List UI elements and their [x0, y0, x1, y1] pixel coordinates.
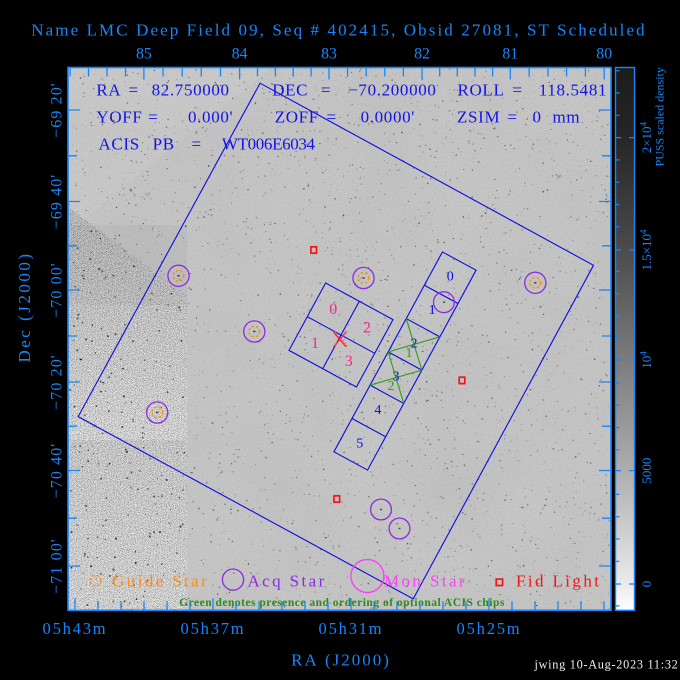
svg-text:WT006E6034: WT006E6034 [222, 134, 316, 153]
svg-text:=: = [327, 107, 337, 126]
svg-text:−70 20': −70 20' [49, 354, 66, 410]
svg-text:jwing 10-Aug-2023 11:32: jwing 10-Aug-2023 11:32 [533, 658, 678, 672]
svg-text:=: = [148, 107, 158, 126]
svg-text:05h37m: 05h37m [181, 619, 246, 638]
svg-text:mm: mm [553, 107, 581, 126]
svg-text:−70 00': −70 00' [49, 262, 66, 318]
svg-text:0: 0 [329, 301, 337, 318]
svg-text:Name LMC Deep Field 09, Seq #: Name LMC Deep Field 09, Seq # 402415, Ob… [31, 21, 647, 40]
svg-text:RA (J2000): RA (J2000) [291, 651, 391, 670]
svg-text:2×104: 2×104 [639, 121, 655, 153]
svg-text:Acq Star: Acq Star [248, 572, 327, 591]
svg-text:ACIS: ACIS [99, 134, 140, 153]
svg-text:80: 80 [596, 46, 612, 63]
svg-text:Green denotes presence and ord: Green denotes presence and ordering of o… [179, 597, 505, 609]
svg-text:85: 85 [136, 46, 152, 63]
svg-text:YOFF: YOFF [96, 107, 142, 126]
svg-text:0: 0 [639, 581, 654, 588]
svg-text:2: 2 [363, 320, 371, 337]
svg-text:5: 5 [356, 436, 363, 451]
svg-text:84: 84 [232, 46, 248, 63]
svg-text:PUSS scaled density: PUSS scaled density [653, 67, 667, 166]
svg-text:0: 0 [447, 270, 454, 285]
svg-text:82.750000: 82.750000 [152, 80, 230, 99]
svg-text:2: 2 [411, 336, 418, 351]
svg-text:1: 1 [311, 335, 319, 352]
svg-text:−71 00': −71 00' [49, 538, 66, 594]
svg-text:0.0000': 0.0000' [361, 107, 415, 126]
svg-text:−69 20': −69 20' [49, 82, 66, 138]
svg-text:0.000': 0.000' [188, 107, 233, 126]
svg-text:2: 2 [388, 379, 395, 394]
svg-text:−70.200000: −70.200000 [348, 80, 436, 99]
svg-text:=: = [321, 80, 331, 99]
svg-text:PB: PB [153, 134, 175, 153]
svg-text:ZOFF: ZOFF [275, 107, 319, 126]
svg-text:ROLL: ROLL [458, 80, 505, 99]
svg-text:82: 82 [414, 46, 430, 63]
svg-text:1.5×104: 1.5×104 [639, 229, 655, 271]
svg-text:ZSIM: ZSIM [457, 107, 500, 126]
svg-text:83: 83 [321, 46, 337, 63]
svg-text:1: 1 [406, 346, 413, 361]
svg-text:=: = [192, 134, 202, 153]
svg-text:=: = [129, 80, 139, 99]
svg-text:Dec (J2000): Dec (J2000) [15, 251, 34, 362]
svg-text:05h31m: 05h31m [319, 619, 384, 638]
svg-text:−69 40': −69 40' [49, 174, 66, 230]
svg-text:3: 3 [345, 353, 353, 370]
svg-text:05h43m: 05h43m [43, 619, 108, 638]
svg-text:5000: 5000 [639, 458, 654, 484]
svg-text:=: = [513, 80, 523, 99]
svg-text:=: = [508, 107, 518, 126]
svg-text:Mon Star: Mon Star [384, 572, 467, 591]
svg-text:81: 81 [502, 46, 518, 63]
svg-text:05h25m: 05h25m [457, 619, 522, 638]
svg-text:118.5481: 118.5481 [539, 80, 607, 99]
svg-text:Fid Light: Fid Light [516, 572, 601, 591]
svg-text:RA: RA [96, 80, 121, 99]
svg-text:4: 4 [374, 403, 381, 418]
svg-text:0: 0 [533, 107, 542, 126]
svg-text:Guide Star: Guide Star [112, 572, 209, 591]
svg-text:1: 1 [429, 303, 436, 318]
svg-text:3: 3 [393, 370, 400, 385]
svg-text:DEC: DEC [272, 80, 308, 99]
svg-text:−70 40': −70 40' [49, 443, 66, 499]
